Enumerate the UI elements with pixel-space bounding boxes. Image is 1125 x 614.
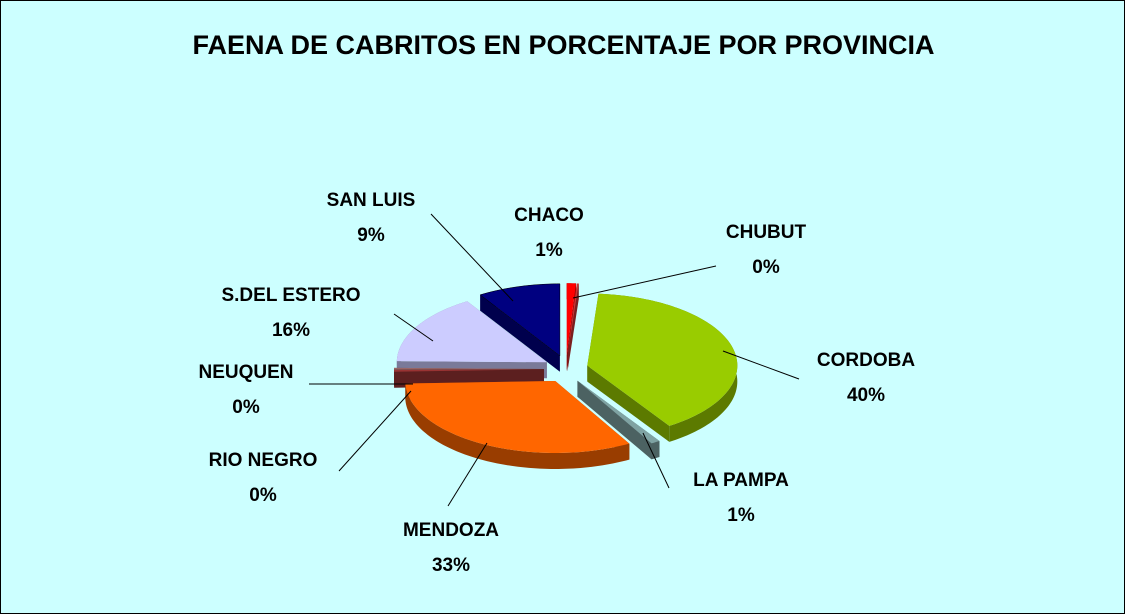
slice-top [587, 293, 738, 426]
slice-label: CHACO [514, 205, 584, 226]
slice-side [577, 380, 652, 460]
chart-title: FAENA DE CABRITOS EN PORCENTAJE POR PROV… [192, 30, 935, 60]
slice-label: S.DEL ESTERO [221, 285, 360, 306]
slice-label: CORDOBA [817, 350, 915, 371]
slice-wall [651, 441, 660, 460]
slice-label: CHUBUT [726, 222, 807, 243]
slice-value-label: 0% [249, 485, 277, 506]
slice-value-label: 0% [752, 257, 780, 278]
leader-line [393, 313, 434, 342]
slice-label: NEUQUEN [198, 362, 293, 383]
slice-label: SAN LUIS [327, 190, 416, 211]
pie-slice [587, 293, 738, 442]
slice-value-label: 33% [432, 555, 470, 576]
slice-top [394, 367, 545, 370]
leader-line [447, 442, 488, 507]
slice-side [480, 294, 560, 372]
slice-top [577, 380, 660, 444]
slice-top [567, 283, 579, 356]
leader-line [642, 432, 670, 489]
slice-value-label: 16% [272, 320, 310, 341]
slice-value-label: 1% [727, 505, 755, 526]
leader-line [572, 265, 717, 299]
slice-value-label: 40% [847, 385, 885, 406]
pie-slice [405, 380, 630, 469]
slice-label: RIO NEGRO [209, 450, 318, 471]
slice-top [405, 380, 630, 453]
slice-side [567, 283, 579, 372]
slice-top [566, 283, 577, 356]
pie-slice [577, 380, 660, 460]
slice-value-label: 1% [535, 240, 563, 261]
pie-slice [479, 283, 561, 372]
leader-line [338, 390, 412, 472]
slice-label: MENDOZA [403, 520, 499, 541]
slice-wall [405, 383, 630, 469]
slice-label: LA PAMPA [693, 470, 789, 491]
slice-top [396, 301, 547, 363]
pie-slice [567, 283, 579, 372]
slice-value-label: 0% [232, 397, 260, 418]
slice-top [394, 369, 545, 372]
leader-line [722, 350, 800, 380]
slice-value-label: 9% [357, 225, 385, 246]
slice-side [587, 365, 670, 442]
slice-top [479, 283, 561, 357]
leader-line [430, 213, 514, 302]
